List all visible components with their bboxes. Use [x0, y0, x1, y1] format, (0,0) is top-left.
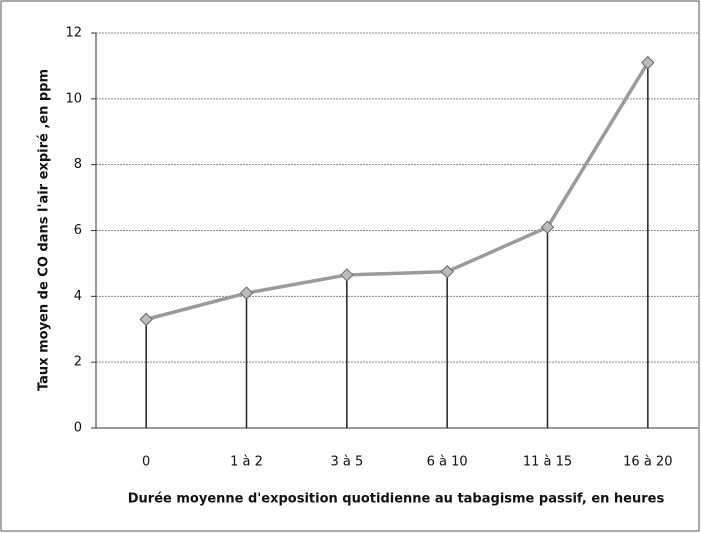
y-tick-label: 10 — [65, 91, 82, 106]
x-tick-label: 1 à 2 — [230, 455, 263, 470]
point-marker — [540, 220, 555, 234]
y-tick-label: 8 — [74, 157, 82, 172]
y-tick-label: 2 — [74, 355, 82, 370]
series-line — [145, 61, 650, 322]
point-marker — [340, 268, 354, 282]
point-marker — [239, 286, 254, 300]
y-axis-label: Taux moyen de CO dans l'air expiré ,en p… — [37, 69, 52, 391]
x-tick-label: 11 à 15 — [523, 455, 572, 470]
point-marker — [139, 312, 153, 327]
x-axis-label: Durée moyenne d'exposition quotidienne a… — [128, 492, 665, 507]
y-tick-label: 12 — [65, 26, 82, 41]
y-tick-label: 4 — [74, 289, 82, 304]
x-tick-label: 3 à 5 — [330, 455, 363, 470]
y-tick-label: 6 — [74, 223, 82, 238]
point-marker — [641, 55, 655, 70]
y-tick-label: 0 — [74, 421, 82, 436]
x-tick-label: 6 à 10 — [427, 455, 468, 470]
point-marker — [440, 264, 454, 279]
x-tick-label: 16 à 20 — [623, 455, 672, 470]
x-tick-label: 0 — [142, 455, 150, 470]
